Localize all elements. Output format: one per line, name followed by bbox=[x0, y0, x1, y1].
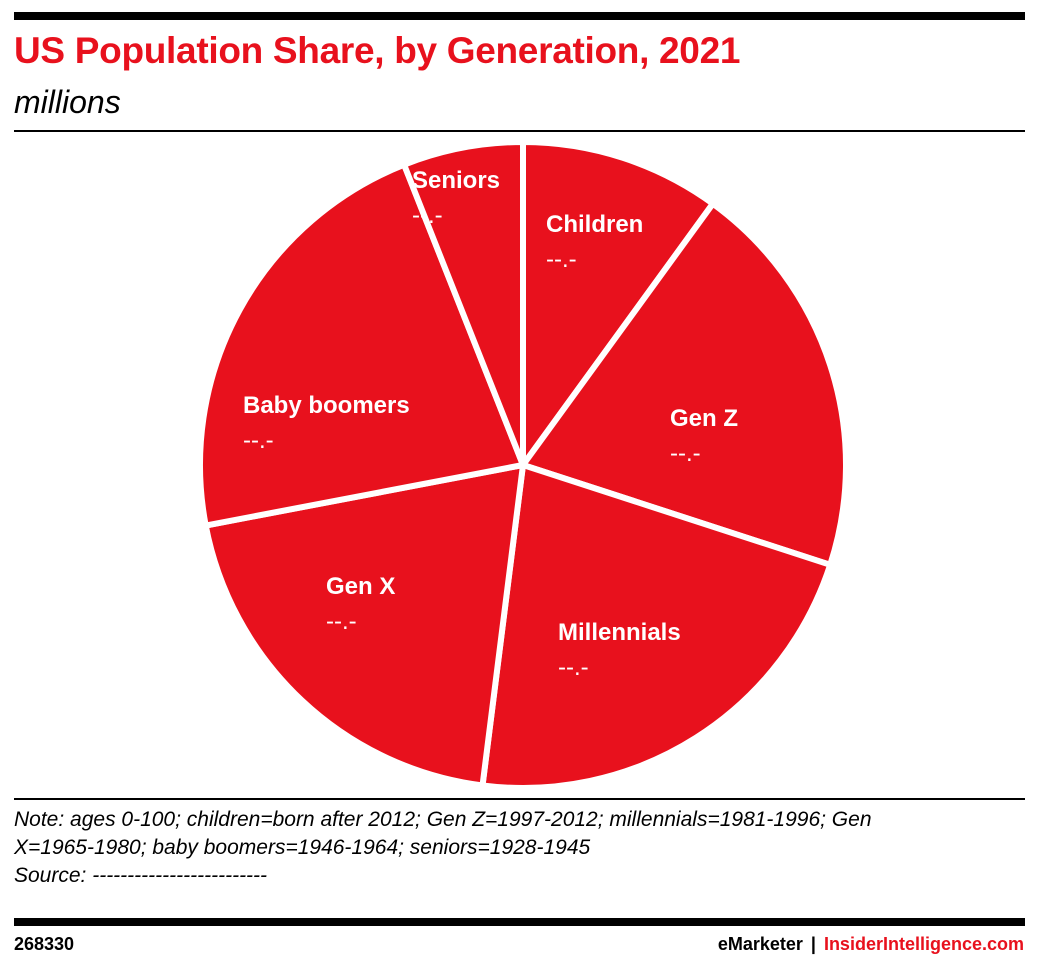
slice-value-gen-x: --.- bbox=[326, 608, 357, 635]
brand-separator: | bbox=[810, 934, 816, 954]
chart-id: 268330 bbox=[14, 934, 75, 954]
pie-slice-seniors bbox=[401, 139, 526, 468]
slice-label-millennials: Millennials bbox=[558, 619, 681, 646]
bottom-rule bbox=[14, 918, 1025, 926]
pie-slice-millennials bbox=[479, 462, 834, 791]
slice-value-baby-boomers: --.- bbox=[243, 427, 274, 454]
notes-divider bbox=[14, 798, 1025, 800]
slice-label-baby-boomers: Baby boomers bbox=[243, 392, 410, 419]
pie-slice-children bbox=[520, 139, 716, 468]
chart-title: US Population Share, by Generation, 2021 bbox=[14, 30, 741, 71]
brand-credit: eMarketer | InsiderIntelligence.com bbox=[718, 934, 1024, 955]
source-line: Source: ------------------------- bbox=[14, 864, 268, 887]
pie-slice-gen-z bbox=[520, 200, 849, 568]
slice-label-seniors: Seniors bbox=[412, 167, 500, 194]
pie-slice-baby-boomers bbox=[197, 161, 526, 529]
slice-label-children: Children bbox=[546, 211, 643, 238]
slice-value-seniors: --.- bbox=[412, 202, 443, 229]
slice-label-gen-z: Gen Z bbox=[670, 405, 738, 432]
pie-chart: Children --.- Gen Z --.- Millennials --.- Gen … bbox=[0, 132, 1038, 798]
slice-value-gen-z: --.- bbox=[670, 440, 701, 467]
slice-value-millennials: --.- bbox=[558, 654, 589, 681]
chart-subtitle: millions bbox=[14, 84, 121, 120]
note-line-1: Note: ages 0-100; children=born after 20… bbox=[14, 808, 872, 831]
slice-label-gen-x: Gen X bbox=[326, 573, 395, 600]
top-rule bbox=[14, 12, 1025, 20]
pie-chart-svg: Children --.- Gen Z --.- Millennials --.- Gen … bbox=[197, 139, 849, 791]
slice-value-children: --.- bbox=[546, 246, 577, 273]
brand-insiderintelligence-link[interactable]: InsiderIntelligence.com bbox=[823, 934, 1024, 954]
pie-slice-gen-x bbox=[202, 462, 526, 789]
title-divider bbox=[14, 130, 1025, 132]
brand-emarketer[interactable]: eMarketer bbox=[717, 934, 803, 954]
note-line-2: X=1965-1980; baby boomers=1946-1964; sen… bbox=[14, 836, 591, 859]
chart-notes: Note: ages 0-100; children=born after 20… bbox=[14, 806, 1025, 890]
